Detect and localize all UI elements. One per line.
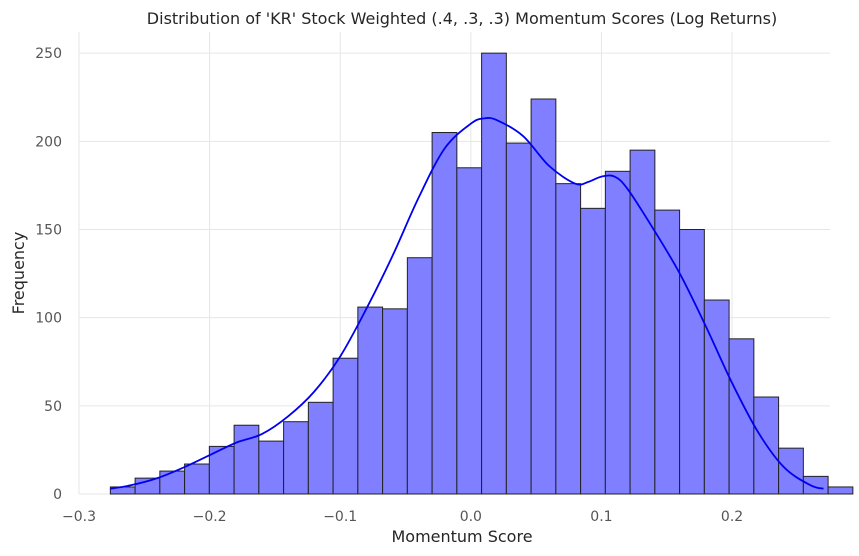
- y-tick-label: 0: [53, 487, 62, 503]
- histogram-bar: [654, 209, 681, 495]
- histogram-bar: [802, 475, 829, 495]
- histogram-bar: [679, 228, 705, 495]
- histogram-bar: [481, 52, 507, 495]
- histogram-bar: [827, 486, 854, 495]
- histogram-bar: [357, 306, 384, 495]
- histogram-bar: [307, 401, 334, 495]
- histogram-bar: [530, 98, 557, 495]
- histogram-bar: [283, 421, 309, 495]
- y-tick-label: 50: [44, 399, 62, 415]
- histogram-bar: [456, 167, 483, 495]
- x-tick-label: 0.2: [721, 509, 743, 525]
- histogram-bar: [382, 308, 408, 495]
- x-tick-label: 0.1: [590, 509, 612, 525]
- histogram-bar: [580, 207, 606, 495]
- x-tick-label: −0.1: [323, 509, 357, 525]
- y-axis-label: Frequency: [9, 232, 28, 315]
- histogram-bar: [505, 142, 532, 495]
- histogram-bar: [753, 396, 780, 495]
- histogram-bar: [184, 463, 210, 495]
- x-tick-label: −0.3: [62, 509, 96, 525]
- histogram-bar: [258, 440, 285, 495]
- histogram-bar: [406, 257, 433, 495]
- histogram-bar: [555, 183, 582, 495]
- x-tick-label: −0.2: [193, 509, 227, 525]
- y-tick-label: 150: [35, 222, 62, 238]
- histogram-bar: [233, 424, 260, 495]
- histogram-bar: [604, 170, 631, 495]
- histogram-bar: [159, 470, 186, 495]
- chart-title: Distribution of 'KR' Stock Weighted (.4,…: [147, 9, 777, 28]
- histogram-bar: [431, 132, 458, 495]
- y-tick-label: 100: [35, 311, 62, 327]
- histogram-bar: [629, 149, 656, 495]
- histogram-bar: [778, 447, 804, 495]
- y-tick-label: 250: [35, 46, 62, 62]
- x-axis-ticks: −0.3 −0.2 −0.1 0.0 0.1 0.2: [62, 509, 743, 525]
- histogram-bar: [332, 357, 359, 495]
- x-tick-label: 0.0: [460, 509, 482, 525]
- y-axis-ticks: 0 50 100 150 200 250: [35, 46, 62, 503]
- y-tick-label: 200: [35, 134, 62, 150]
- bars: [109, 52, 854, 495]
- kde-curve: [110, 117, 824, 490]
- x-axis-label: Momentum Score: [391, 527, 532, 546]
